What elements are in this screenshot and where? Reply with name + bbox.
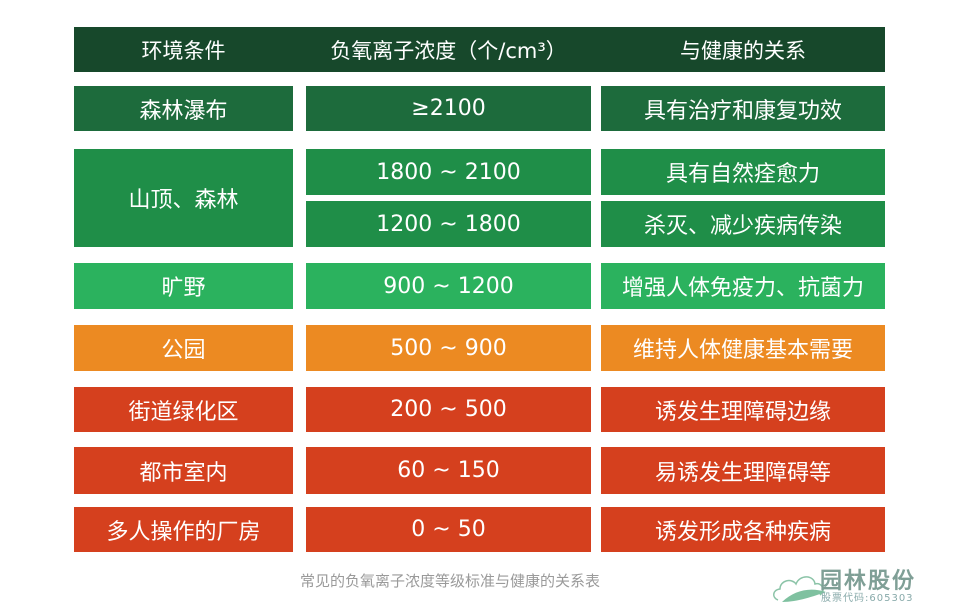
concentration-cell: 0 ~ 50	[306, 507, 591, 552]
health-cell: 诱发形成各种疾病	[601, 507, 885, 552]
concentration-cell: 500 ~ 900	[306, 325, 591, 371]
concentration-cell: 200 ~ 500	[306, 387, 591, 432]
concentration-cell: 1200 ~ 1800	[306, 201, 591, 247]
health-cell: 具有治疗和康复功效	[601, 86, 885, 131]
environment-cell: 森林瀑布	[74, 86, 293, 131]
health-cell: 诱发生理障碍边缘	[601, 387, 885, 432]
environment-cell: 多人操作的厂房	[74, 507, 293, 552]
logo-stock-code: 股票代码:605303	[821, 593, 914, 604]
logo-name: 园林股份	[820, 569, 917, 594]
environment-cell: 旷野	[74, 263, 293, 309]
table-header: 环境条件 负氧离子浓度（个/cm³） 与健康的关系	[74, 27, 885, 72]
health-cell: 增强人体免疫力、抗菌力	[601, 263, 885, 309]
concentration-cell: 1800 ~ 2100	[306, 149, 591, 195]
environment-cell: 公园	[74, 325, 293, 371]
health-cell: 杀灭、减少疾病传染	[601, 201, 885, 247]
header-health: 与健康的关系	[680, 38, 806, 63]
health-cell: 具有自然痊愈力	[601, 149, 885, 195]
concentration-cell: 60 ~ 150	[306, 447, 591, 494]
header-concentration: 负氧离子浓度（个/cm³）	[330, 38, 567, 63]
environment-cell: 都市室内	[74, 447, 293, 494]
concentration-cell: 900 ~ 1200	[306, 263, 591, 309]
health-cell: 易诱发生理障碍等	[601, 447, 885, 494]
caption: 常见的负氧离子浓度等级标准与健康的关系表	[300, 572, 601, 590]
health-cell: 维持人体健康基本需要	[601, 325, 885, 371]
environment-cell: 山顶、森林	[74, 149, 293, 247]
logo-cloud-leaf-icon	[773, 576, 826, 602]
concentration-cell: ≥2100	[306, 86, 591, 131]
environment-cell: 街道绿化区	[74, 387, 293, 432]
header-environment: 环境条件	[141, 38, 226, 63]
